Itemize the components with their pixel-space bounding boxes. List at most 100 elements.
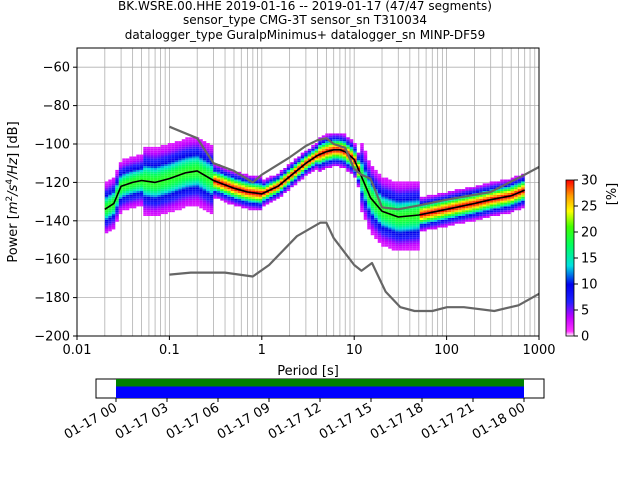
heatmap-cell (367, 160, 371, 163)
heatmap-cell (405, 192, 410, 195)
heatmap-cell (391, 187, 396, 190)
heatmap-cell (171, 191, 175, 193)
heatmap-cell (153, 192, 158, 195)
heatmap-cell (402, 194, 406, 197)
heatmap-cell (129, 166, 133, 168)
heatmap-cell (475, 206, 480, 209)
heatmap-cell (286, 166, 291, 168)
heatmap-cell (199, 192, 203, 195)
heatmap-cell (433, 216, 438, 218)
heatmap-cell (199, 162, 203, 165)
heatmap-cell (514, 179, 518, 182)
heatmap-cell (192, 196, 196, 199)
heatmap-cell (405, 248, 410, 251)
heatmap-cell (188, 156, 193, 159)
heatmap-cell (199, 191, 203, 193)
heatmap-cell (118, 179, 123, 182)
heatmap-cell (486, 212, 490, 215)
heatmap-cell (181, 173, 186, 176)
heatmap-cell (433, 227, 438, 230)
heatmap-cell (213, 187, 217, 190)
heatmap-cell (216, 191, 221, 193)
heatmap-cell (174, 143, 179, 145)
heatmap-cell (363, 208, 368, 211)
heatmap-cell (171, 192, 175, 195)
heatmap-cell (374, 221, 378, 224)
heatmap-cell (514, 189, 518, 192)
heatmap-cell (234, 191, 238, 193)
heatmap-cell (388, 229, 392, 232)
heatmap-cell (370, 200, 375, 203)
heatmap-cell (202, 166, 207, 168)
heatmap-cell (104, 221, 109, 224)
heatmap-cell (286, 189, 291, 192)
heatmap-cell (339, 156, 343, 159)
heatmap-cell (202, 164, 207, 167)
heatmap-cell (325, 148, 329, 151)
heatmap-cell (279, 189, 284, 192)
heatmap-cell (300, 177, 305, 180)
heatmap-cell (412, 227, 417, 230)
heatmap-cell (521, 179, 525, 182)
heatmap-cell (328, 144, 333, 147)
heatmap-cell (377, 216, 382, 218)
heatmap-cell (451, 194, 455, 197)
heatmap-cell (409, 185, 413, 188)
heatmap-cell (318, 144, 322, 147)
heatmap-cell (129, 173, 133, 176)
heatmap-cell (160, 150, 165, 153)
heatmap-cell (304, 171, 308, 174)
heatmap-cell (108, 179, 112, 182)
heatmap-cell (335, 139, 340, 142)
heatmap-cell (167, 143, 172, 145)
heatmap-cell (146, 198, 151, 201)
heatmap-cell (503, 208, 508, 211)
heatmap-cell (136, 168, 140, 170)
heatmap-cell (153, 187, 158, 190)
heatmap-cell (167, 171, 172, 174)
heatmap-cell (237, 202, 242, 205)
heatmap-cell (143, 183, 147, 186)
heatmap-cell (440, 210, 445, 213)
heatmap-cell (220, 173, 224, 176)
heatmap-cell (465, 202, 469, 205)
heatmap-cell (122, 194, 126, 197)
heatmap-cell (496, 200, 501, 203)
heatmap-cell (388, 194, 392, 197)
heatmap-cell (356, 166, 361, 168)
heatmap-cell (328, 150, 333, 153)
heatmap-cell (276, 194, 280, 197)
heatmap-cell (423, 198, 427, 201)
heatmap-cell (223, 191, 228, 193)
heatmap-cell (227, 169, 231, 172)
heatmap-cell (514, 202, 518, 205)
heatmap-cell (269, 181, 273, 184)
heatmap-cell (178, 194, 182, 197)
heatmap-cell (192, 162, 196, 165)
heatmap-cell (391, 212, 396, 215)
heatmap-cell (279, 191, 284, 193)
heatmap-cell (171, 181, 175, 184)
heatmap-cell (405, 200, 410, 203)
heatmap-cell (465, 191, 469, 193)
heatmap-cell (405, 217, 410, 220)
heatmap-cell (384, 208, 389, 211)
heatmap-cell (167, 160, 172, 163)
heatmap-cell (503, 202, 508, 205)
heatmap-cell (216, 187, 221, 190)
heatmap-cell (185, 187, 189, 190)
heatmap-cell (363, 171, 368, 174)
heatmap-cell (353, 152, 357, 155)
heatmap-cell (419, 212, 424, 215)
heatmap-cell (178, 183, 182, 186)
heatmap-cell (332, 137, 336, 140)
heatmap-cell (129, 160, 133, 163)
heatmap-cell (465, 206, 469, 209)
heatmap-cell (118, 206, 123, 209)
heatmap-cell (444, 219, 448, 222)
heatmap-cell (367, 212, 371, 215)
heatmap-cell (244, 196, 249, 199)
heatmap-cell (381, 244, 385, 247)
heatmap-cell (209, 194, 214, 197)
heatmap-cell (132, 160, 137, 163)
